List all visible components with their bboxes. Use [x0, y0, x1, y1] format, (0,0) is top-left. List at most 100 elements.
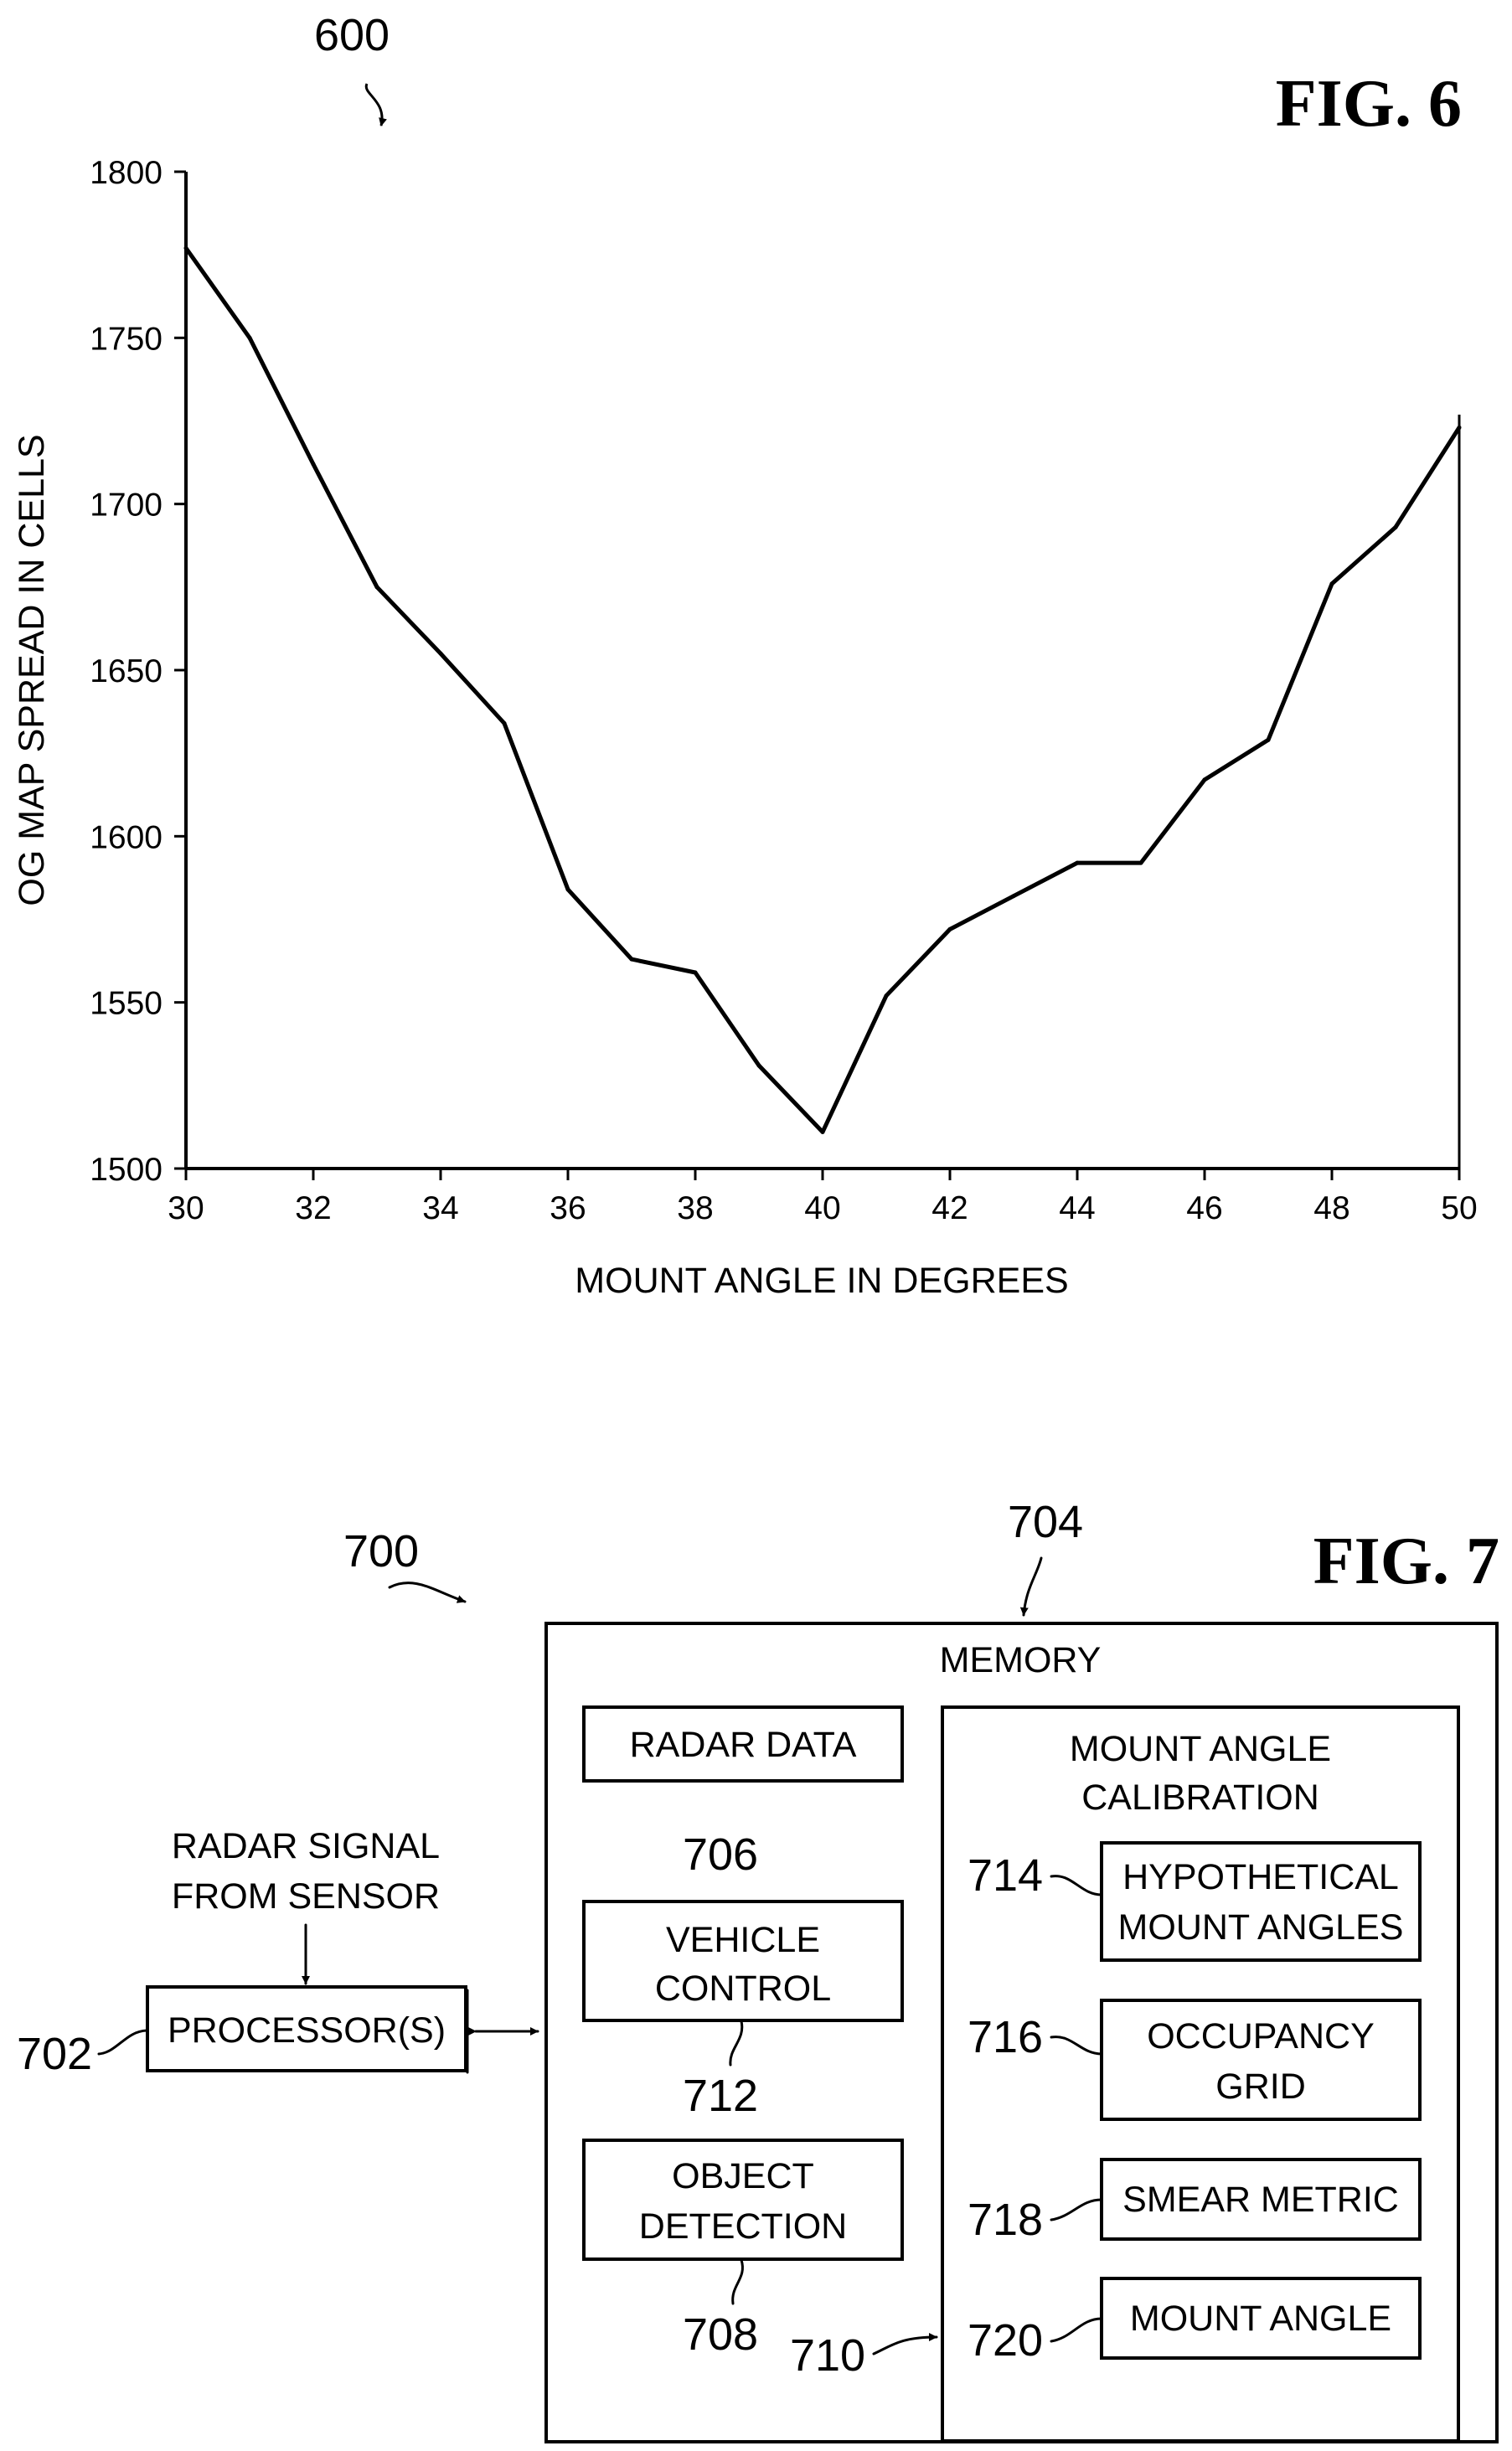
data-point	[502, 720, 507, 725]
chart-frame	[184, 172, 1461, 1170]
data-point	[183, 245, 188, 250]
figure-6-ref-600: 600	[314, 10, 390, 60]
series-points	[183, 245, 1462, 1134]
data-point	[1393, 524, 1398, 529]
mount-angle-label: MOUNT ANGLE	[1130, 2299, 1391, 2339]
data-point	[884, 993, 889, 998]
smear-metric-box	[1100, 2158, 1422, 2241]
y-tick-label: 1600	[90, 819, 163, 855]
ref-712-leader	[729, 2020, 744, 2067]
data-point	[1075, 860, 1080, 865]
figure-7: FIG. 7 700 704 MEMORY RADAR SIGNAL FROM …	[17, 1497, 1499, 2443]
radar-data-label: RADAR DATA	[630, 1725, 857, 1765]
occupancy-line-1: OCCUPANCY	[1147, 2016, 1375, 2056]
ref-702-leader	[97, 2029, 148, 2056]
radar-signal-line-2: FROM SENSOR	[172, 1876, 440, 1917]
ref-718-leader	[1050, 2198, 1103, 2221]
object-detection-line-1: OBJECT	[672, 2156, 814, 2196]
data-point	[693, 970, 698, 975]
x-axis-ticks: 30 32 34 36 38 40 42 44 46 48 50	[168, 1169, 1478, 1226]
object-detection-box	[582, 2139, 904, 2261]
vehicle-control-line-1: VEHICLE	[666, 1920, 820, 1960]
ref-600-arrow	[364, 83, 387, 126]
data-point	[1202, 777, 1207, 782]
radar-signal-line-1: RADAR SIGNAL	[172, 1826, 440, 1866]
y-tick-label: 1700	[90, 488, 163, 524]
data-point	[438, 651, 443, 656]
ref-708-leader	[731, 2258, 744, 2305]
ref-700: 700	[343, 1526, 419, 1576]
series-line	[183, 246, 1462, 1134]
y-tick-label: 1550	[90, 986, 163, 1022]
data-point	[374, 585, 379, 590]
data-point	[820, 1129, 825, 1134]
x-tick-label: 50	[1441, 1190, 1477, 1226]
ref-704-arrow	[1019, 1556, 1043, 1617]
x-axis-label: MOUNT ANGLE IN DEGREES	[575, 1261, 1068, 1301]
x-tick-label: 40	[804, 1190, 840, 1226]
data-point	[1138, 860, 1143, 865]
x-tick-label: 44	[1059, 1190, 1095, 1226]
x-tick-label: 32	[295, 1190, 331, 1226]
calibration-box	[941, 1705, 1460, 2443]
ref-702: 702	[17, 2029, 92, 2079]
ref-700-arrow	[388, 1582, 467, 1603]
data-point	[1457, 425, 1462, 430]
smear-metric-label: SMEAR METRIC	[1122, 2180, 1399, 2220]
calibration-line-2: CALIBRATION	[1081, 1778, 1319, 1818]
figure-6: FIG. 6 600 30 32 34 36 38 40 42 44 46 48 50 150015…	[12, 10, 1478, 1301]
data-point	[629, 957, 634, 962]
ref-716: 716	[968, 2012, 1043, 2062]
y-tick-label: 1750	[90, 321, 163, 357]
x-tick-label: 38	[677, 1190, 713, 1226]
x-tick-label: 36	[550, 1190, 586, 1226]
data-point	[756, 1063, 761, 1068]
y-tick-label: 1500	[90, 1152, 163, 1188]
x-tick-label: 48	[1313, 1190, 1349, 1226]
ref-714: 714	[968, 1850, 1043, 1901]
radar-data-box	[582, 1705, 904, 1783]
ref-720: 720	[968, 2315, 1043, 2366]
memory-label: MEMORY	[940, 1640, 1102, 1680]
y-tick-label: 1800	[90, 155, 163, 191]
ref-710: 710	[790, 2330, 865, 2381]
ref-716-leader	[1050, 2036, 1103, 2056]
processor-label: PROCESSOR(S)	[168, 2010, 446, 2051]
data-point	[1011, 894, 1016, 899]
data-point	[947, 926, 952, 931]
data-point	[1266, 737, 1271, 742]
figure-6-title: FIG. 6	[1276, 67, 1462, 141]
ref-706: 706	[683, 1829, 758, 1880]
occupancy-line-2: GRID	[1215, 2067, 1306, 2107]
y-tick-label: 1650	[90, 653, 163, 689]
data-point	[247, 335, 252, 340]
hypothetical-line-2: MOUNT ANGLES	[1118, 1907, 1404, 1948]
x-tick-label: 42	[931, 1190, 968, 1226]
x-tick-label: 34	[422, 1190, 458, 1226]
data-point	[1329, 581, 1334, 586]
ref-720-leader	[1050, 2317, 1103, 2343]
ref-708: 708	[683, 2309, 758, 2360]
ref-710-arrow	[872, 2333, 938, 2356]
ref-714-leader	[1050, 1875, 1103, 1896]
hypothetical-line-1: HYPOTHETICAL	[1122, 1857, 1399, 1897]
ref-712: 712	[683, 2071, 758, 2121]
y-axis-ticks: 1500 1550 1600 1650 1700 1750 1800	[90, 155, 186, 1188]
occupancy-grid-box	[1100, 1999, 1422, 2121]
object-detection-line-2: DETECTION	[639, 2206, 847, 2247]
processor-box	[146, 1985, 467, 2072]
data-point	[311, 462, 316, 467]
data-point	[565, 887, 570, 892]
vehicle-control-line-2: CONTROL	[655, 1969, 831, 2009]
hypothetical-box	[1100, 1841, 1422, 1962]
ref-704: 704	[1008, 1497, 1083, 1547]
x-tick-label: 46	[1186, 1190, 1222, 1226]
y-axis-label: OG MAP SPREAD IN CELLS	[12, 434, 52, 906]
ref-718: 718	[968, 2195, 1043, 2245]
x-tick-label: 30	[168, 1190, 204, 1226]
figure-7-title: FIG. 7	[1313, 1525, 1499, 1598]
calibration-line-1: MOUNT ANGLE	[1070, 1729, 1331, 1769]
chart-6: 30 32 34 36 38 40 42 44 46 48 50 15001550160016501…	[12, 155, 1478, 1301]
vehicle-control-box	[582, 1900, 904, 2022]
